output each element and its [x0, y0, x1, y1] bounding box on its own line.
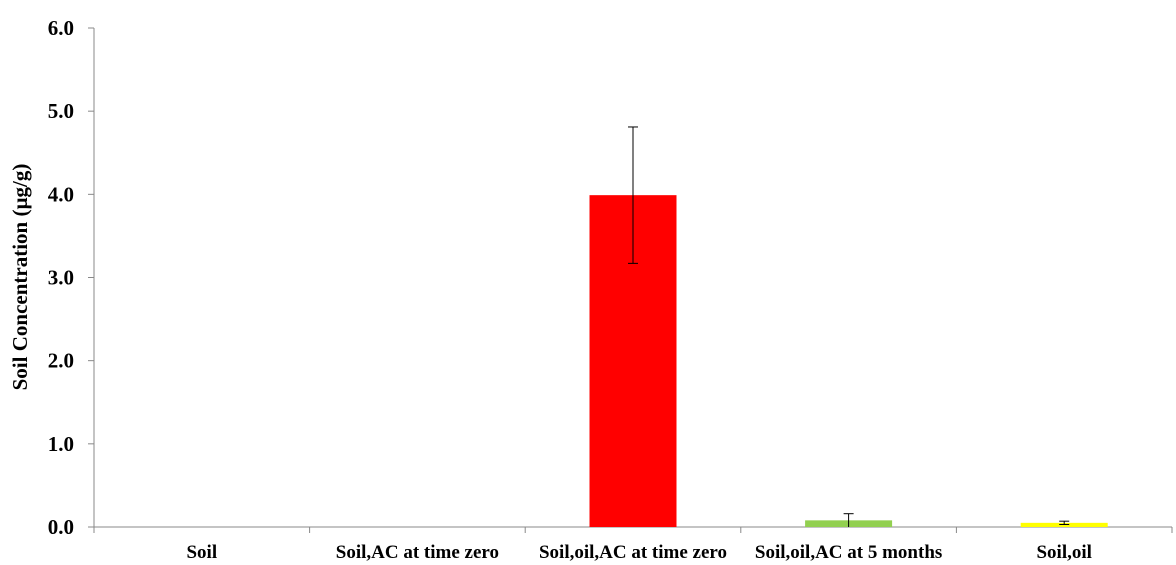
x-category-label: Soil,AC at time zero — [336, 542, 499, 563]
y-tick-label: 5.0 — [48, 99, 74, 123]
bars — [589, 195, 1108, 528]
x-category-label: Soil — [186, 542, 217, 563]
y-tick-label: 3.0 — [48, 266, 74, 290]
x-category-label: Soil,oil — [1036, 542, 1091, 563]
y-tick-label: 1.0 — [48, 432, 74, 456]
y-tick-label: 2.0 — [48, 349, 74, 373]
y-tick-label: 0.0 — [48, 515, 74, 539]
labels: 0.0 1.0 2.0 3.0 4.0 5.0 6.0 Soil Soil,AC at time… — [48, 16, 1092, 563]
y-axis-title: Soil Concentration (µg/g) — [8, 164, 32, 391]
y-tick-label: 6.0 — [48, 16, 74, 40]
x-category-label: Soil,oil,AC at 5 months — [755, 542, 942, 563]
y-tick-label: 4.0 — [48, 182, 74, 206]
x-category-label: Soil,oil,AC at time zero — [539, 542, 727, 563]
error-bars — [628, 126, 1070, 527]
